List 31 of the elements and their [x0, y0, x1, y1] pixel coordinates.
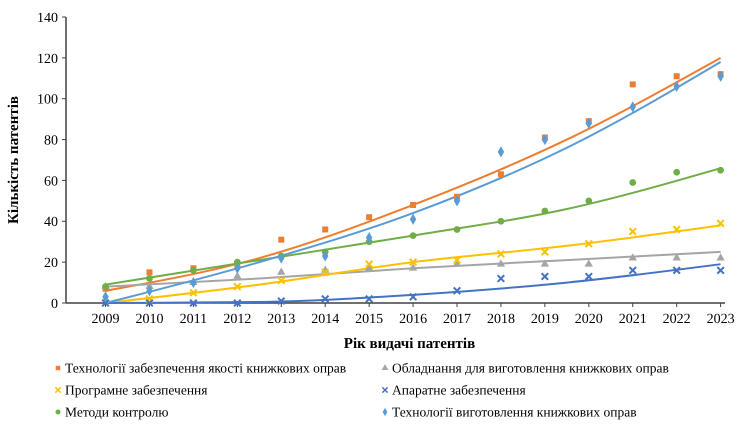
x-tick-label: 2016 [399, 312, 428, 327]
y-tick-label: 20 [44, 256, 58, 272]
y-axis-title: Кількість патентів [6, 96, 22, 224]
x-tick-label: 2009 [92, 312, 120, 327]
x-tick-label: 2023 [706, 312, 735, 327]
legend-label: Методи контролю [65, 404, 168, 420]
y-tick-label: 140 [37, 10, 58, 26]
x-tick-label: 2020 [574, 312, 603, 327]
y-tick-label: 100 [37, 92, 58, 108]
legend-label: Програмне забезпечення [65, 382, 208, 398]
y-tick-label: 40 [44, 215, 58, 230]
y-tick-label: 0 [51, 296, 58, 312]
x-tick-label: 2015 [355, 312, 384, 327]
x-tick-label: 2012 [223, 312, 252, 327]
legend-label: Технології забезпечення якості книжкових оправ [65, 360, 346, 376]
y-tick-label: 120 [37, 52, 58, 67]
legend-label: Апаратне забезпечення [392, 382, 526, 398]
x-tick-label: 2014 [311, 312, 340, 327]
y-tick-label: 80 [44, 133, 58, 148]
legend-label: Обладнання для виготовлення книжкових оправ [392, 360, 669, 376]
x-tick-label: 2021 [618, 312, 647, 327]
x-tick-label: 2011 [180, 312, 208, 327]
legend-label: Технології виготовлення книжкових оправ [392, 404, 637, 420]
x-tick-label: 2017 [443, 312, 472, 327]
x-tick-label: 2022 [662, 312, 691, 327]
x-tick-label: 2018 [486, 312, 515, 327]
x-axis-title: Рік видачі патентів [344, 336, 476, 352]
x-tick-label: 2019 [530, 312, 559, 327]
x-tick-label: 2013 [267, 312, 296, 327]
y-tick-label: 60 [44, 174, 58, 190]
x-tick-label: 2010 [135, 312, 164, 327]
